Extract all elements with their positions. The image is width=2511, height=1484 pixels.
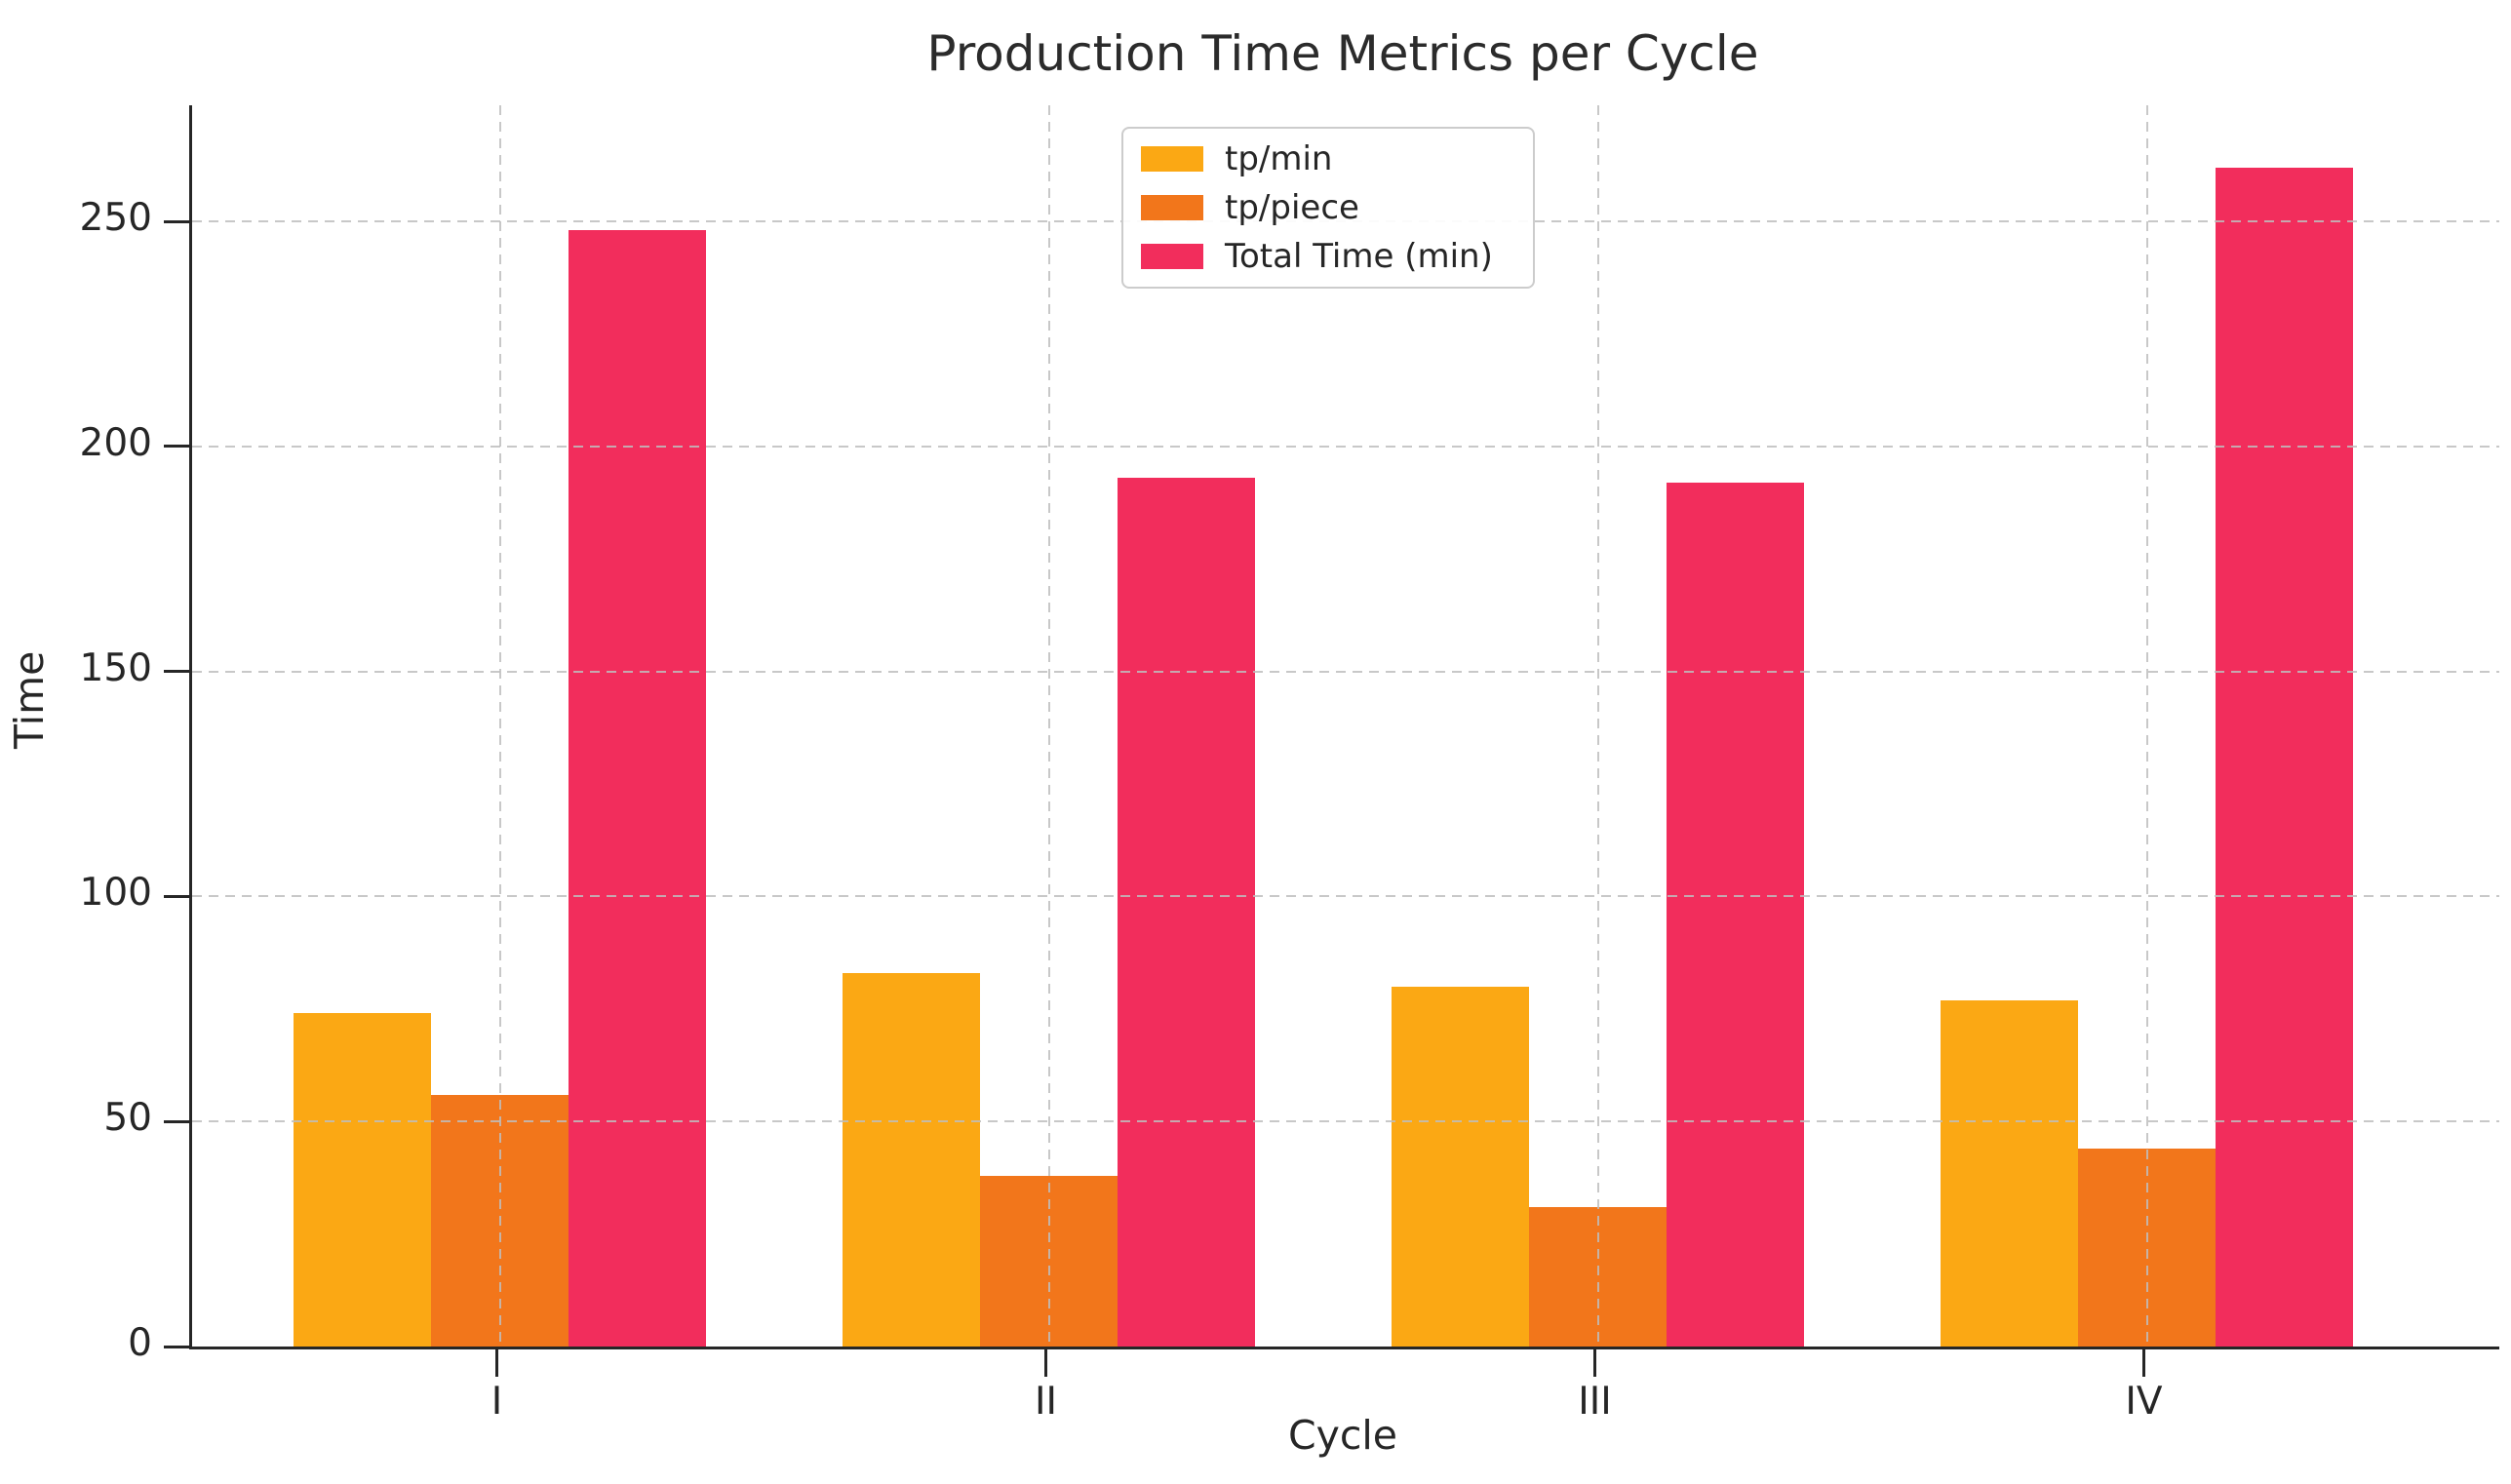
x-tick-I [495,1349,498,1377]
x-tick-II [1044,1349,1047,1377]
y-tick-label-200: 200 [79,420,152,465]
bar-tp-min-II [843,972,980,1347]
bar-tp-piece-III [1529,1206,1667,1347]
x-tick-label-III: III [1578,1380,1612,1424]
legend-label: tp/piece [1225,188,1359,227]
y-tick-label-0: 0 [128,1321,152,1365]
y-tick-0 [164,1345,189,1348]
bar-tp-min-III [1392,986,1529,1347]
y-tick-200 [164,445,189,449]
legend-row: tp/min [1123,135,1533,183]
bar-tp-piece-I [431,1094,569,1347]
x-tick-label-II: II [1034,1380,1057,1424]
y-tick-100 [164,894,189,898]
x-tick-IV [2142,1349,2145,1377]
bar-tp-piece-IV [2078,1148,2216,1347]
y-tick-label-150: 150 [79,645,152,690]
y-tick-150 [164,670,189,674]
bar-total-time-min--I [569,230,706,1347]
chart-title: Production Time Metrics per Cycle [926,25,1759,82]
legend-label: Total Time (min) [1225,237,1493,276]
x-axis-label: Cycle [1287,1412,1398,1459]
y-tick-label-50: 50 [103,1096,152,1141]
y-tick-label-100: 100 [79,871,152,916]
legend-row: Total Time (min) [1123,232,1533,281]
y-axis-label: Time [6,650,54,749]
bar-total-time-min--IV [2216,167,2353,1347]
y-tick-50 [164,1119,189,1123]
bar-tp-piece-II [980,1175,1118,1347]
legend-row: tp/piece [1123,183,1533,232]
x-tick-label-I: I [490,1380,503,1424]
bar-total-time-min--II [1118,478,1255,1347]
legend-label: tp/min [1225,139,1333,178]
x-tick-III [1593,1349,1596,1377]
y-tick-250 [164,219,189,223]
bars-layer [192,105,2499,1347]
x-tick-label-IV: IV [2125,1380,2163,1424]
plot-area [189,105,2499,1349]
bar-tp-min-IV [1941,999,2078,1347]
legend-swatch-total-time [1141,244,1203,269]
legend-swatch-tp-piece [1141,195,1203,220]
bar-tp-min-I [294,1013,431,1347]
bar-total-time-min--III [1667,482,1804,1347]
legend-swatch-tp-min [1141,146,1203,172]
legend: tp/min tp/piece Total Time (min) [1121,127,1535,289]
y-tick-label-250: 250 [79,196,152,241]
